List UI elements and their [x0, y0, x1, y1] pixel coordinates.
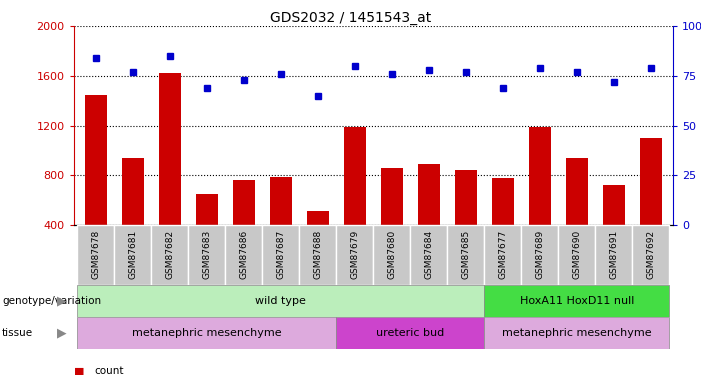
Bar	[484, 317, 669, 349]
Bar	[85, 94, 107, 274]
Bar	[595, 225, 632, 285]
Bar	[455, 170, 477, 274]
Bar	[262, 225, 299, 285]
Text: GSM87690: GSM87690	[572, 230, 581, 279]
Text: ▶: ▶	[57, 326, 67, 339]
Text: wild type: wild type	[255, 296, 306, 306]
Bar	[151, 225, 189, 285]
Bar	[307, 211, 329, 274]
Bar	[233, 180, 255, 274]
Bar	[566, 158, 588, 274]
Bar	[632, 225, 669, 285]
Bar	[381, 168, 403, 274]
Text: metanephric mesenchyme: metanephric mesenchyme	[502, 328, 652, 338]
Text: GSM87689: GSM87689	[536, 230, 544, 279]
Text: GSM87680: GSM87680	[387, 230, 396, 279]
Text: GDS2032 / 1451543_at: GDS2032 / 1451543_at	[270, 11, 431, 25]
Bar	[447, 225, 484, 285]
Bar	[270, 177, 292, 274]
Text: HoxA11 HoxD11 null: HoxA11 HoxD11 null	[519, 296, 634, 306]
Bar	[336, 225, 373, 285]
Bar	[529, 127, 551, 274]
Text: GSM87685: GSM87685	[461, 230, 470, 279]
Bar	[114, 225, 151, 285]
Bar	[189, 225, 225, 285]
Bar	[410, 225, 447, 285]
Text: ▶: ▶	[57, 294, 67, 307]
Text: GSM87679: GSM87679	[350, 230, 360, 279]
Text: GSM87681: GSM87681	[128, 230, 137, 279]
Text: ■: ■	[74, 366, 84, 375]
Bar	[299, 225, 336, 285]
Bar	[122, 158, 144, 274]
Text: genotype/variation: genotype/variation	[2, 296, 101, 306]
Bar	[343, 127, 366, 274]
Bar	[484, 285, 669, 317]
Text: tissue: tissue	[2, 328, 33, 338]
Bar	[639, 138, 662, 274]
Text: GSM87684: GSM87684	[424, 230, 433, 279]
Text: ureteric bud: ureteric bud	[376, 328, 444, 338]
Text: GSM87688: GSM87688	[313, 230, 322, 279]
Bar	[558, 225, 595, 285]
Bar	[225, 225, 262, 285]
Text: GSM87686: GSM87686	[239, 230, 248, 279]
Bar	[484, 225, 522, 285]
Text: GSM87691: GSM87691	[609, 230, 618, 279]
Text: GSM87678: GSM87678	[91, 230, 100, 279]
Bar	[418, 164, 440, 274]
Text: metanephric mesenchyme: metanephric mesenchyme	[132, 328, 282, 338]
Bar	[491, 178, 514, 274]
Bar	[77, 225, 114, 285]
Bar	[603, 185, 625, 274]
Text: GSM87687: GSM87687	[276, 230, 285, 279]
Text: GSM87682: GSM87682	[165, 230, 175, 279]
Bar	[77, 285, 484, 317]
Bar	[522, 225, 558, 285]
Text: GSM87677: GSM87677	[498, 230, 508, 279]
Text: GSM87692: GSM87692	[646, 230, 655, 279]
Bar	[158, 74, 181, 274]
Text: count: count	[95, 366, 124, 375]
Bar	[196, 194, 218, 274]
Text: GSM87683: GSM87683	[203, 230, 211, 279]
Bar	[77, 317, 336, 349]
Bar	[373, 225, 410, 285]
Bar	[336, 317, 484, 349]
